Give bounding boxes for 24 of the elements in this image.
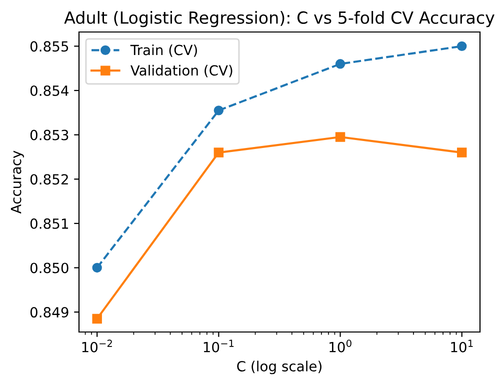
x-tick-label: 10$^{0}$ bbox=[330, 340, 352, 352]
y-tick-label: 0.849 bbox=[30, 307, 68, 318]
point bbox=[92, 262, 102, 273]
x-tick-label: 10$^{−1}$ bbox=[204, 340, 234, 352]
point bbox=[335, 132, 346, 142]
legend-label: Validation (CV) bbox=[130, 64, 232, 78]
x-axis-title: C (log scale) bbox=[237, 360, 322, 374]
point bbox=[456, 41, 467, 52]
x-tick-label: 10$^{−2}$ bbox=[82, 340, 112, 352]
y-tick-label: 0.851 bbox=[30, 218, 68, 229]
point bbox=[214, 148, 224, 158]
y-axis-title: Accuracy bbox=[10, 150, 24, 214]
point bbox=[456, 148, 467, 158]
point bbox=[335, 59, 346, 69]
point bbox=[92, 314, 102, 324]
y-tick-label: 0.855 bbox=[30, 41, 68, 52]
y-tick-label: 0.853 bbox=[30, 130, 68, 140]
y-tick-label: 0.852 bbox=[30, 174, 68, 185]
point bbox=[214, 106, 224, 116]
y-tick-label: 0.850 bbox=[30, 262, 68, 274]
x-tick-label: 10$^{1}$ bbox=[451, 340, 473, 352]
chart-title: Adult (Logistic Regression): C vs 5-fold CV Accuracy bbox=[64, 11, 494, 28]
y-tick-label: 0.854 bbox=[30, 85, 68, 96]
legend-label: Train (CV) bbox=[130, 44, 197, 57]
